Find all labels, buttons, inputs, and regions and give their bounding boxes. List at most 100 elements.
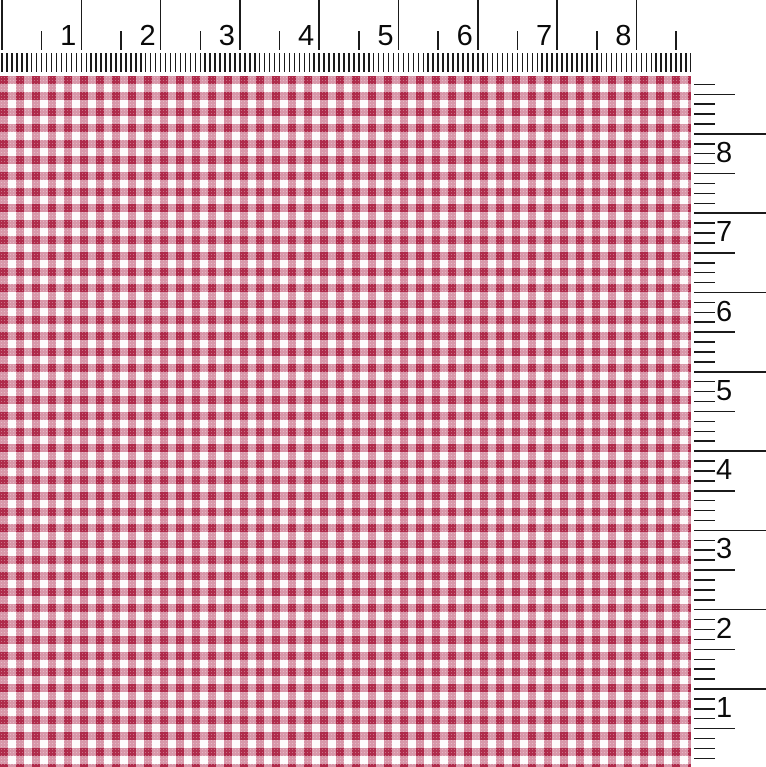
sixteenth-inch-tick bbox=[680, 53, 682, 72]
sixteenth-inch-tick bbox=[224, 53, 226, 72]
eighth-inch-tick bbox=[694, 589, 715, 591]
sixteenth-inch-tick bbox=[348, 53, 350, 72]
sixteenth-inch-tick bbox=[6, 53, 8, 72]
sixteenth-inch-tick bbox=[318, 53, 320, 72]
top-ruler-number: 5 bbox=[350, 22, 394, 51]
eighth-inch-tick bbox=[694, 421, 715, 423]
right-ruler-number: 4 bbox=[716, 456, 732, 485]
sixteenth-inch-tick bbox=[239, 53, 241, 72]
sixteenth-inch-tick bbox=[532, 53, 534, 72]
eighth-inch-tick bbox=[694, 401, 715, 403]
sixteenth-inch-tick bbox=[393, 53, 395, 72]
eighth-inch-tick bbox=[694, 193, 715, 195]
sixteenth-inch-tick bbox=[611, 53, 613, 72]
sixteenth-inch-tick bbox=[551, 53, 553, 72]
sixteenth-inch-tick bbox=[234, 53, 236, 72]
sixteenth-inch-tick bbox=[675, 53, 677, 72]
right-ruler-number: 5 bbox=[716, 377, 732, 406]
sixteenth-inch-tick bbox=[561, 53, 563, 72]
sixteenth-inch-tick bbox=[413, 53, 415, 72]
sixteenth-inch-tick bbox=[289, 53, 291, 72]
sixteenth-inch-tick bbox=[1, 53, 3, 72]
sixteenth-inch-tick bbox=[130, 53, 132, 72]
sixteenth-inch-tick bbox=[383, 53, 385, 72]
eighth-inch-tick bbox=[694, 143, 715, 145]
sixteenth-inch-tick bbox=[304, 53, 306, 72]
eighth-inch-tick bbox=[694, 103, 715, 105]
top-ruler-number: 3 bbox=[191, 22, 235, 51]
sixteenth-inch-tick bbox=[31, 53, 33, 72]
eighth-inch-tick bbox=[694, 619, 715, 621]
gingham-fabric bbox=[0, 76, 691, 767]
sixteenth-inch-tick bbox=[41, 53, 43, 72]
sixteenth-inch-tick bbox=[284, 53, 286, 72]
eighth-inch-tick bbox=[694, 321, 715, 323]
eighth-inch-tick bbox=[694, 480, 715, 482]
sixteenth-inch-tick bbox=[269, 53, 271, 72]
top-inch-ruler: 12345678 bbox=[0, 0, 766, 76]
eighth-inch-tick bbox=[694, 460, 715, 462]
sixteenth-inch-tick bbox=[343, 53, 345, 72]
eighth-inch-tick bbox=[694, 232, 715, 234]
eighth-inch-tick bbox=[694, 668, 715, 670]
inch-tick bbox=[694, 371, 766, 373]
eighth-inch-tick bbox=[694, 678, 715, 680]
sixteenth-inch-tick bbox=[81, 53, 83, 72]
sixteenth-inch-tick bbox=[328, 53, 330, 72]
sixteenth-inch-tick bbox=[338, 53, 340, 72]
half-inch-tick bbox=[694, 649, 735, 651]
eighth-inch-tick bbox=[694, 302, 715, 304]
eighth-inch-tick bbox=[694, 282, 715, 284]
eighth-inch-tick bbox=[694, 718, 715, 720]
half-inch-tick bbox=[694, 94, 735, 96]
sixteenth-inch-tick bbox=[591, 53, 593, 72]
sixteenth-inch-tick bbox=[581, 53, 583, 72]
half-inch-tick bbox=[694, 728, 735, 730]
right-ruler-number: 1 bbox=[716, 694, 732, 723]
sixteenth-inch-tick bbox=[487, 53, 489, 72]
sixteenth-inch-tick bbox=[423, 53, 425, 72]
eighth-inch-tick bbox=[694, 758, 715, 760]
sixteenth-inch-tick bbox=[11, 53, 13, 72]
sixteenth-inch-tick bbox=[566, 53, 568, 72]
inch-tick bbox=[398, 0, 400, 50]
sixteenth-inch-tick bbox=[209, 53, 211, 72]
eighth-inch-tick bbox=[694, 222, 715, 224]
sixteenth-inch-tick bbox=[596, 53, 598, 72]
inch-tick bbox=[694, 609, 766, 611]
sixteenth-inch-tick bbox=[180, 53, 182, 72]
sixteenth-inch-tick bbox=[467, 53, 469, 72]
sixteenth-inch-tick bbox=[56, 53, 58, 72]
eighth-inch-tick bbox=[694, 579, 715, 581]
sixteenth-inch-tick bbox=[100, 53, 102, 72]
eighth-inch-tick bbox=[694, 312, 715, 314]
sixteenth-inch-tick bbox=[408, 53, 410, 72]
sixteenth-inch-tick bbox=[204, 53, 206, 72]
right-ruler-number: 2 bbox=[716, 615, 732, 644]
eighth-inch-tick bbox=[694, 639, 715, 641]
sixteenth-inch-tick bbox=[660, 53, 662, 72]
half-inch-tick bbox=[694, 173, 735, 175]
eighth-inch-tick bbox=[694, 659, 715, 661]
sixteenth-inch-tick bbox=[76, 53, 78, 72]
sixteenth-inch-tick bbox=[388, 53, 390, 72]
sixteenth-inch-tick bbox=[214, 53, 216, 72]
sixteenth-inch-tick bbox=[175, 53, 177, 72]
sixteenth-inch-tick bbox=[229, 53, 231, 72]
sixteenth-inch-tick bbox=[46, 53, 48, 72]
inch-tick bbox=[694, 450, 766, 452]
sixteenth-inch-tick bbox=[71, 53, 73, 72]
sixteenth-inch-tick bbox=[294, 53, 296, 72]
inch-tick bbox=[694, 292, 766, 294]
eighth-inch-tick bbox=[694, 629, 715, 631]
sixteenth-inch-tick bbox=[437, 53, 439, 72]
eighth-inch-tick bbox=[694, 391, 715, 393]
sixteenth-inch-tick bbox=[631, 53, 633, 72]
half-inch-tick bbox=[694, 252, 735, 254]
eighth-inch-tick bbox=[694, 351, 715, 353]
inch-tick bbox=[694, 530, 766, 532]
eighth-inch-tick bbox=[694, 203, 715, 205]
sixteenth-inch-tick bbox=[626, 53, 628, 72]
eighth-inch-tick bbox=[694, 500, 715, 502]
sixteenth-inch-tick bbox=[527, 53, 529, 72]
